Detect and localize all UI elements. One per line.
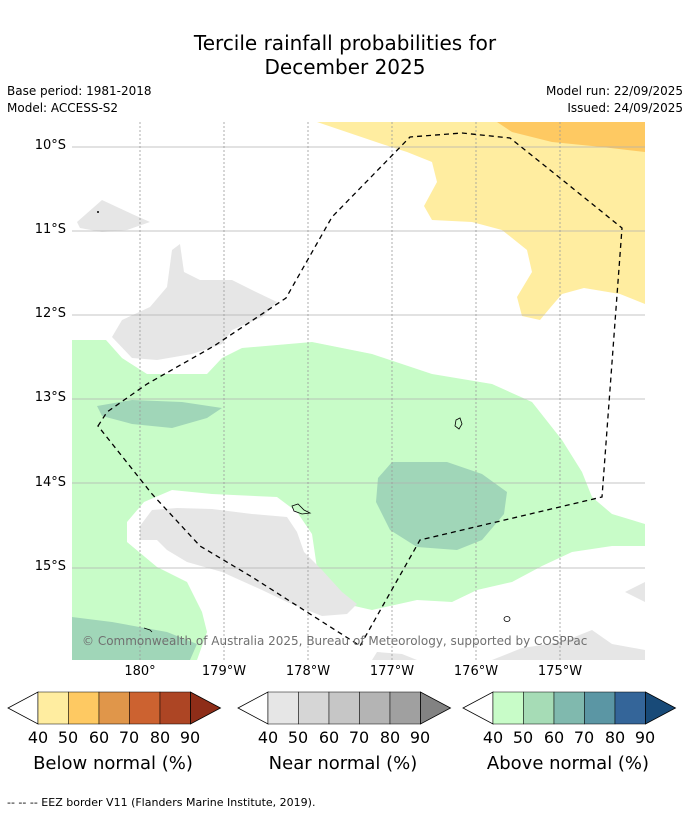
cb-tick: 70 [573,728,595,747]
colorbar-segment [129,691,161,725]
colorbar-below-normal [7,691,222,725]
lat-label: 14°S [34,475,66,490]
below-normal-region-50 [497,122,645,152]
lon-label: 179°W [201,664,247,679]
colorbar-segment [298,691,330,725]
colorbar-segment [389,691,421,725]
colorbar-extend-low [7,691,39,725]
colorbar-title-near: Near normal (%) [268,753,418,774]
colorbar-extend-low [237,691,269,725]
cb-tick: 60 [88,728,110,747]
colorbar-near-normal [237,691,452,725]
above-normal-region-50 [97,400,222,428]
lat-label: 12°S [34,306,66,321]
colorbar-extend-high [645,691,677,725]
latitude-gridlines [72,146,645,569]
below-normal-region [317,122,645,320]
above-normal-region-50 [72,617,197,660]
above-normal-region-50 [376,462,507,550]
colorbars [7,691,677,725]
lon-label: 180° [124,664,156,679]
cb-tick: 50 [57,728,79,747]
cb-tick: 70 [348,728,370,747]
cb-tick: 40 [482,728,504,747]
island [503,616,511,622]
near-normal-region [140,508,357,616]
map-title: Tercile rainfall probabilities for Decem… [0,31,690,79]
lat-label: 13°S [34,390,66,405]
lon-label: 176°W [453,664,499,679]
near-normal-region [492,630,645,660]
near-normal-region [372,652,417,660]
meta-right: Model run: 22/09/2025 Issued: 24/09/2025 [546,83,683,117]
colorbar-segment [328,691,360,725]
colorbar-segment [98,691,130,725]
lat-label: 15°S [34,559,66,574]
base-period: Base period: 1981-2018 [7,84,152,98]
cb-tick: 60 [318,728,340,747]
model-run: Model run: 22/09/2025 [545,84,683,98]
cb-tick: 60 [543,728,565,747]
colorbar-segment [523,691,555,725]
colorbar-segment [68,691,100,725]
near-normal-region [625,582,645,602]
meta-left: Base period: 1981-2018 Model: ACCESS-S2 [7,83,152,117]
island [97,211,99,213]
cb-tick: 90 [409,728,431,747]
colorbar-segment [614,691,646,725]
cb-tick: 80 [604,728,626,747]
cb-tick: 80 [379,728,401,747]
colorbar-segment [359,691,391,725]
eez-border [97,132,623,647]
near-normal-region [112,244,277,360]
colorbar-segment [37,691,69,725]
title-line-1: Tercile rainfall probabilities for [193,31,497,55]
colorbar-segment [492,691,524,725]
colorbar-segment [267,691,299,725]
colorbar-extend-low [462,691,494,725]
island [291,503,312,515]
cb-tick: 90 [634,728,656,747]
colorbar-title-above: Above normal (%) [486,753,650,774]
colorbar-segment [553,691,585,725]
near-normal-region [77,200,150,232]
map-panel: © Commonwealth of Australia 2025, Bureau… [72,122,645,660]
model-name: Model: ACCESS-S2 [7,101,119,115]
colorbar-segment [159,691,191,725]
colorbar-segment [584,691,616,725]
colorbar-extend-high [190,691,222,725]
lon-label: 177°W [369,664,415,679]
lon-label: 178°W [285,664,331,679]
eez-footer-note: -- -- -- EEZ border V11 (Flanders Marine… [7,796,316,809]
lon-label: 175°W [537,664,583,679]
map-canvas [72,122,645,660]
island [454,417,463,430]
cb-tick: 40 [257,728,279,747]
island [143,627,153,633]
cb-tick: 50 [512,728,534,747]
cb-tick: 50 [287,728,309,747]
lat-label: 10°S [34,138,66,153]
cb-tick: 70 [118,728,140,747]
lat-label: 11°S [34,222,66,237]
issued-date: Issued: 24/09/2025 [567,101,683,115]
title-line-2: December 2025 [264,55,426,79]
colorbar-title-below: Below normal (%) [33,753,193,774]
longitude-gridlines [139,122,561,660]
colorbar-above-normal [462,691,677,725]
cb-tick: 90 [179,728,201,747]
cb-tick: 80 [149,728,171,747]
colorbar-extend-high [420,691,452,725]
copyright-notice: © Commonwealth of Australia 2025, Bureau… [82,634,588,648]
cb-tick: 40 [27,728,49,747]
above-normal-region [72,340,645,660]
